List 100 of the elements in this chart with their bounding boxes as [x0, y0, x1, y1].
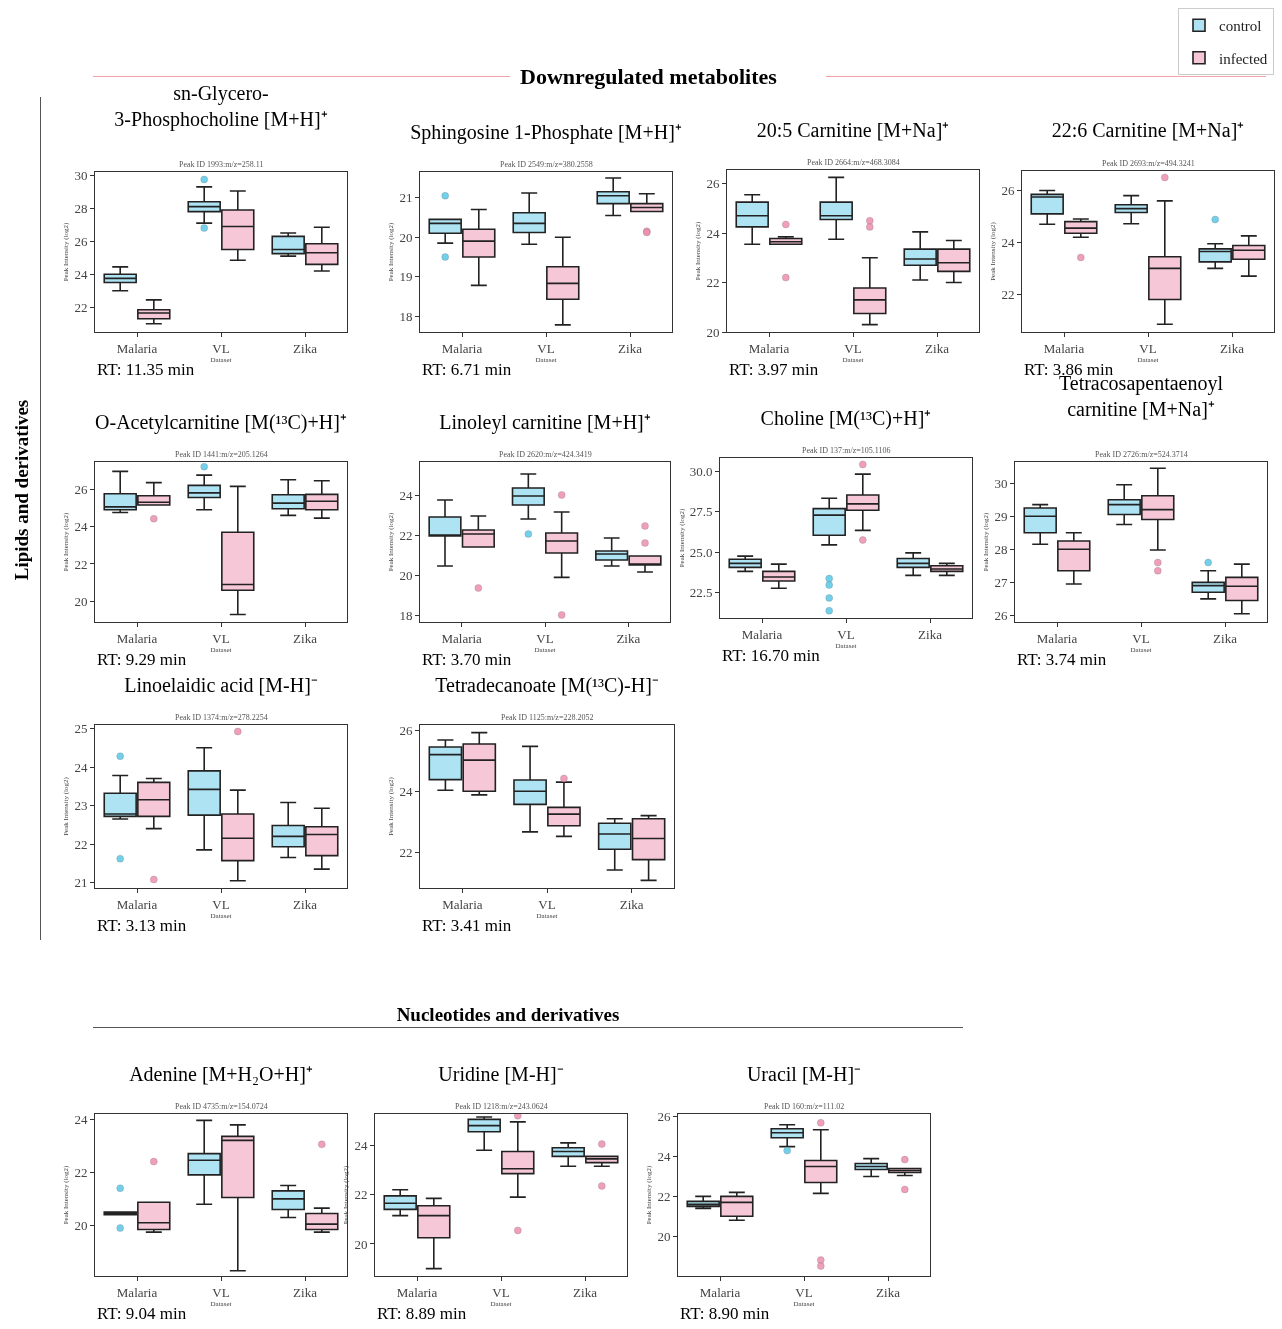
y-tick-label: 26: [74, 481, 88, 497]
y-tick-label: 20: [657, 1228, 671, 1244]
x-tick-label: Zika: [293, 1284, 318, 1300]
x-tick-label: Malaria: [741, 626, 783, 642]
y-tick-label: 26: [74, 233, 88, 249]
y-tick-label: 30.0: [689, 464, 713, 480]
y-tick-label: 26: [399, 722, 413, 738]
x-tick-label: VL: [492, 1284, 510, 1300]
y-tick-label: 21: [74, 875, 88, 891]
text: RT: 9.29 min: [97, 650, 187, 669]
y-tick-label: 24: [1001, 234, 1015, 250]
x-tick-label: Zika: [619, 896, 644, 912]
y-tick-label: 20: [74, 1218, 88, 1234]
y-tick-label: 22: [74, 1164, 88, 1180]
x-tick-label: VL: [538, 896, 556, 912]
y-tick-label: 24: [74, 759, 88, 775]
chart-subtitle: Peak ID 2620:m/z=424.3419: [499, 450, 592, 459]
y-tick-label: 27: [994, 574, 1008, 590]
text: Downregulated metabolites: [520, 64, 777, 90]
y-tick-label: 20: [706, 324, 720, 340]
y-tick-label: 24: [706, 225, 720, 241]
x-tick-label: VL: [1132, 630, 1150, 646]
text: RT: 16.70 min: [722, 646, 821, 665]
y-tick-label: 24: [399, 487, 413, 503]
y-tick-label: 24: [74, 519, 88, 535]
chart-subtitle: Peak ID 1441:m/z=205.1264: [175, 450, 268, 459]
y-tick-label: 21: [399, 190, 413, 206]
y-tick-label: 24: [74, 266, 88, 282]
y-tick-label: 20: [399, 229, 413, 245]
y-tick-label: 25: [74, 721, 88, 737]
x-tick-label: Zika: [918, 626, 943, 642]
y-tick-label: 29: [994, 508, 1008, 524]
x-tick-label: Malaria: [441, 630, 483, 646]
x-tick-label: VL: [537, 340, 555, 356]
x-tick-label: Zika: [618, 340, 643, 356]
x-tick-label: Zika: [925, 340, 950, 356]
chart-title: 20:5 Carnitine [M+Na]⁺: [756, 119, 950, 141]
chart-subtitle: Peak ID 1993:m/z=258.11: [179, 160, 264, 169]
legend-label: control: [1219, 18, 1262, 35]
y-tick-label: 19: [399, 269, 413, 285]
chart-title: Choline [M(¹³C)+H]⁺: [760, 407, 932, 430]
x-tick-label: Malaria: [116, 340, 158, 356]
y-tick-label: 28: [74, 200, 88, 216]
x-tick-label: Malaria: [116, 630, 158, 646]
x-tick-label: Zika: [616, 630, 641, 646]
chart-subtitle: Peak ID 137:m/z=105.1106: [802, 446, 891, 455]
y-tick-label: 20: [74, 593, 88, 609]
x-tick-label: Malaria: [748, 340, 790, 356]
y-tick-label: 22: [74, 556, 88, 572]
y-tick-label: 22: [399, 527, 413, 543]
chart-subtitle: Peak ID 1374:m/z=278.2254: [175, 713, 268, 722]
text: Nucleotides and derivatives: [396, 1004, 620, 1026]
text: RT: 3.41 min: [422, 916, 512, 935]
x-tick-label: Malaria: [396, 1284, 438, 1300]
chart-title: 22:6 Carnitine [M+Na]⁺: [1051, 119, 1245, 141]
text: RT: 3.13 min: [97, 916, 187, 935]
x-tick-label: Malaria: [116, 896, 158, 912]
y-tick-label: 18: [399, 607, 413, 623]
x-tick-label: VL: [212, 1284, 230, 1300]
y-tick-label: 22: [399, 844, 413, 860]
chart-title: Tetradecanoate [M(¹³C)-H]⁻: [435, 674, 659, 697]
y-tick-label: 27.5: [689, 504, 713, 520]
chart-title: Uridine [M-H]⁻: [438, 1063, 564, 1085]
y-tick-label: 23: [74, 798, 88, 814]
y-tick-label: 30: [994, 475, 1008, 491]
x-tick-label: Zika: [293, 630, 318, 646]
y-tick-label: 22: [706, 275, 720, 291]
y-tick-label: 18: [399, 308, 413, 324]
chart-title: Linoleyl carnitine [M+H]⁺: [439, 411, 651, 434]
x-tick-label: Zika: [293, 340, 318, 356]
text: RT: 8.90 min: [680, 1304, 770, 1323]
y-tick-label: 20: [399, 567, 413, 583]
y-tick-label: 26: [994, 607, 1008, 623]
y-tick-label: 24: [74, 1111, 88, 1127]
chart-subtitle: Peak ID 1125:m/z=228.2052: [501, 713, 594, 722]
chart-subtitle: Peak ID 1218:m/z=243.0624: [455, 1102, 548, 1111]
y-tick-label: 22: [74, 299, 88, 315]
x-tick-label: Zika: [293, 896, 318, 912]
x-tick-label: Malaria: [1036, 630, 1078, 646]
y-tick-label: 22: [354, 1187, 368, 1203]
chart-subtitle: Peak ID 2549:m/z=380.2558: [500, 160, 593, 169]
chart-title: Linoelaidic acid [M-H]⁻: [124, 674, 318, 696]
y-tick-label: 30: [74, 167, 88, 183]
chart-subtitle: Peak ID 2693:m/z=494.3241: [1102, 159, 1195, 168]
chart-title: Uracil [M-H]⁻: [746, 1063, 862, 1085]
x-tick-label: Zika: [876, 1284, 901, 1300]
y-tick-label: 26: [657, 1109, 671, 1125]
y-tick-label: 22: [1001, 286, 1015, 302]
text: RT: 9.04 min: [97, 1304, 187, 1323]
chart-title: Adenine [M+H₂O+H]⁺: [129, 1063, 313, 1085]
y-tick-label: 26: [706, 176, 720, 192]
text: RT: 3.97 min: [729, 360, 819, 379]
x-tick-label: VL: [844, 340, 862, 356]
x-tick-label: VL: [212, 630, 230, 646]
legend-label: infected: [1219, 50, 1268, 67]
chart-subtitle: Peak ID 2664:m/z=468.3084: [807, 158, 900, 167]
x-tick-label: VL: [212, 340, 230, 356]
y-tick-label: 25.0: [689, 544, 713, 560]
text: Lipids and derivatives: [11, 399, 33, 581]
x-tick-label: Zika: [573, 1284, 598, 1300]
